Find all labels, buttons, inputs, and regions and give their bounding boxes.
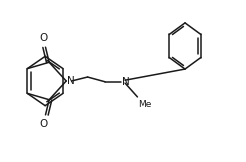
Text: Me: Me <box>138 100 152 109</box>
Text: N: N <box>122 77 130 87</box>
Text: O: O <box>39 33 48 43</box>
Text: N: N <box>67 76 75 86</box>
Text: O: O <box>39 119 48 129</box>
